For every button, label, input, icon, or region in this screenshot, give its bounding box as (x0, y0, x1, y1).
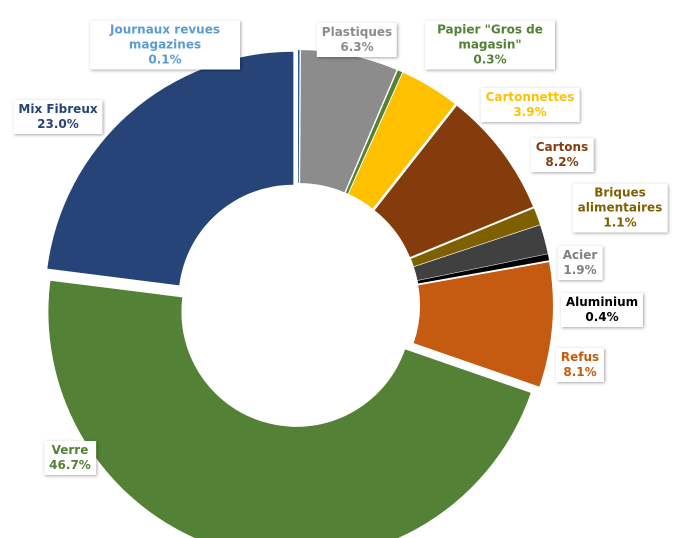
label-name: Acier (562, 248, 598, 262)
label-name: Cartonnettes (485, 90, 575, 104)
slice (48, 280, 531, 538)
data-label: Verre 46.7% (44, 441, 96, 475)
slice (374, 105, 534, 258)
label-name: Mix Fibreux (18, 102, 98, 116)
label-value: 23.0% (37, 117, 79, 131)
slice (300, 50, 397, 193)
label-name: Briques alimentaires (577, 185, 663, 215)
label-value: 0.4% (585, 310, 619, 324)
label-value: 8.2% (545, 155, 579, 169)
slice (298, 50, 300, 184)
label-name: Verre (51, 443, 89, 457)
slice (410, 208, 540, 267)
label-name: Plastiques (321, 25, 393, 39)
slice (417, 254, 550, 284)
label-value: 1.1% (603, 215, 637, 230)
data-label: Papier "Gros de magasin" 0.3% (425, 20, 555, 70)
slice (345, 70, 403, 194)
slice (413, 262, 553, 387)
label-value: 46.7% (49, 458, 91, 472)
slice (348, 72, 455, 209)
data-label: Mix Fibreux 23.0% (13, 100, 103, 134)
label-value: 0.1% (148, 52, 182, 67)
data-label: Plastiques 6.3% (316, 23, 398, 57)
label-value: 1.9% (563, 263, 597, 277)
label-name: Cartons (535, 140, 589, 154)
label-name: Journaux revues magazines (110, 22, 220, 52)
label-value: 0.3% (473, 52, 507, 67)
data-label: Briques alimentaires 1.1% (572, 183, 668, 233)
data-label: Journaux revues magazines 0.1% (90, 20, 240, 70)
data-label: Refus 8.1% (555, 348, 605, 382)
label-value: 3.9% (513, 105, 547, 119)
data-label: Acier 1.9% (557, 246, 603, 280)
label-name: Papier "Gros de magasin" (437, 22, 543, 52)
label-name: Aluminium (565, 295, 639, 309)
data-label: Cartonnettes 3.9% (480, 88, 580, 122)
data-label: Cartons 8.2% (530, 138, 594, 172)
slice (413, 225, 548, 281)
label-value: 8.1% (563, 365, 597, 379)
data-label: Aluminium 0.4% (560, 293, 644, 327)
slice (47, 51, 294, 286)
label-value: 6.3% (340, 40, 374, 54)
label-name: Refus (560, 350, 600, 364)
